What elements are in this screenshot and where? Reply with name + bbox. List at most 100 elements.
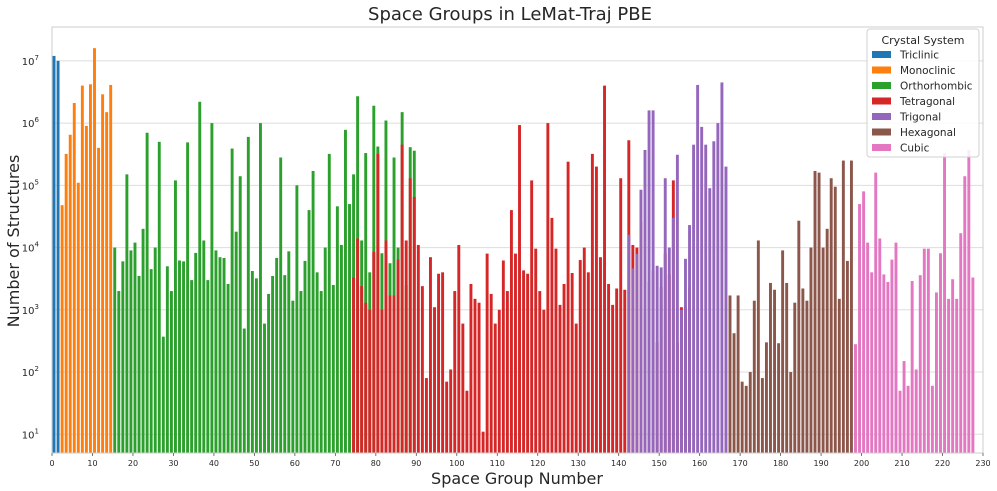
bar-tetragonal-108 xyxy=(485,253,489,453)
y-tick-exponent: 3 xyxy=(35,303,39,311)
bar-cubic-203 xyxy=(870,272,874,453)
y-tick-label: 103 xyxy=(22,303,39,317)
bar-trigonal-150 xyxy=(655,265,659,453)
y-tick-exponent: 1 xyxy=(35,427,39,435)
bar-monoclinic-11 xyxy=(93,48,96,454)
bar-tetragonal-80 xyxy=(372,251,376,453)
y-tick-exponent: 7 xyxy=(35,54,39,62)
bar-cubic-209 xyxy=(894,242,898,453)
bar-orthorhombic-32 xyxy=(178,260,181,453)
y-tick-label: 105 xyxy=(22,178,39,192)
bar-cubic-219 xyxy=(934,292,938,453)
y-tick-base: 10 xyxy=(22,430,35,441)
x-tick-label: 150 xyxy=(652,459,667,468)
bar-hexagonal-185 xyxy=(797,220,801,453)
bar-trigonal-166 xyxy=(720,82,724,454)
bar-tetragonal-82 xyxy=(380,309,384,453)
bar-orthorhombic-33 xyxy=(182,261,186,453)
legend: Crystal System Triclinic Monoclinic Orthor… xyxy=(866,28,980,158)
bar-hexagonal-183 xyxy=(789,372,793,453)
plot-frame xyxy=(51,26,984,454)
bar-cubic-218 xyxy=(930,385,934,453)
bar-orthorhombic-62 xyxy=(299,291,303,453)
bar-tetragonal-83 xyxy=(384,240,388,453)
bar-trigonal-151 xyxy=(659,267,663,453)
bar-orthorhombic-71 xyxy=(335,206,339,453)
y-tick-label: 104 xyxy=(22,241,40,255)
bar-cubic-211 xyxy=(902,361,906,453)
y-tick-base: 10 xyxy=(22,306,35,317)
bar-orthorhombic-26 xyxy=(153,247,157,453)
bar-tetragonal-116 xyxy=(518,125,521,453)
bar-trigonal-149 xyxy=(651,110,655,454)
bar-orthorhombic-48 xyxy=(242,328,246,453)
x-tick-label: 0 xyxy=(49,459,54,468)
bar-tetragonal-124 xyxy=(550,217,554,453)
legend-label: Triclinic xyxy=(899,50,939,62)
x-tick-label: 50 xyxy=(249,459,259,468)
bar-orthorhombic-35 xyxy=(190,280,194,453)
bar-orthorhombic-72 xyxy=(339,244,343,453)
legend-box xyxy=(866,28,980,158)
bar-tetragonal-127 xyxy=(562,283,566,453)
bar-trigonal-167 xyxy=(724,166,728,453)
bar-orthorhombic-29 xyxy=(165,266,169,453)
y-axis-label: Number of Structures xyxy=(4,155,23,328)
legend-swatch xyxy=(872,113,891,120)
bar-tetragonal-134 xyxy=(590,153,594,453)
bar-orthorhombic-22 xyxy=(137,275,141,453)
bar-cubic-207 xyxy=(886,281,890,453)
bar-trigonal-144 xyxy=(631,268,635,453)
x-tick-label: 220 xyxy=(935,459,950,468)
bar-orthorhombic-46 xyxy=(234,231,238,453)
y-tick-base: 10 xyxy=(22,368,35,379)
bar-tetragonal-84 xyxy=(388,295,392,453)
bar-orthorhombic-19 xyxy=(125,174,129,453)
bar-orthorhombic-30 xyxy=(169,291,173,453)
bar-hexagonal-192 xyxy=(825,228,829,453)
bar-orthorhombic-59 xyxy=(287,251,291,453)
bar-cubic-225 xyxy=(959,233,963,453)
bar-hexagonal-172 xyxy=(744,385,748,453)
bar-orthorhombic-34 xyxy=(186,142,190,453)
bar-trigonal-147 xyxy=(643,149,647,454)
bar-orthorhombic-51 xyxy=(254,278,258,453)
y-tick-base: 10 xyxy=(22,57,35,68)
x-tick-label: 160 xyxy=(692,459,707,468)
bar-tetragonal-130 xyxy=(574,323,578,453)
bar-cubic-220 xyxy=(939,253,942,453)
bar-cubic-205 xyxy=(878,238,882,453)
bar-trigonal-154 xyxy=(671,217,675,453)
y-tick-exponent: 6 xyxy=(35,116,40,124)
bar-tetragonal-99 xyxy=(449,369,453,453)
bar-tetragonal-131 xyxy=(578,260,582,453)
bar-tetragonal-78 xyxy=(364,302,368,453)
bar-tetragonal-86 xyxy=(396,259,400,453)
bar-tetragonal-139 xyxy=(611,304,615,453)
bar-orthorhombic-43 xyxy=(222,257,226,453)
bar-hexagonal-195 xyxy=(837,298,841,453)
bar-hexagonal-177 xyxy=(764,342,768,453)
bar-trigonal-160 xyxy=(696,84,700,454)
bar-monoclinic-4 xyxy=(64,153,68,453)
bar-tetragonal-87 xyxy=(400,144,404,454)
bar-tetragonal-118 xyxy=(526,273,530,453)
bar-orthorhombic-61 xyxy=(295,185,299,453)
bar-cubic-202 xyxy=(866,242,870,453)
x-tick-label: 60 xyxy=(290,459,300,468)
bar-trigonal-157 xyxy=(684,258,687,453)
bar-hexagonal-175 xyxy=(756,240,760,453)
bar-monoclinic-13 xyxy=(101,94,105,454)
x-tick-label: 180 xyxy=(773,459,788,468)
bar-hexagonal-198 xyxy=(849,160,853,453)
bar-trigonal-155 xyxy=(675,154,679,453)
bar-hexagonal-182 xyxy=(785,282,789,453)
bar-cubic-227 xyxy=(967,149,971,454)
bar-tetragonal-106 xyxy=(477,302,481,453)
bar-tetragonal-98 xyxy=(445,381,449,453)
bar-tetragonal-126 xyxy=(558,304,562,453)
bar-trigonal-164 xyxy=(712,141,716,453)
bar-hexagonal-190 xyxy=(817,172,821,454)
bar-hexagonal-194 xyxy=(833,186,837,453)
